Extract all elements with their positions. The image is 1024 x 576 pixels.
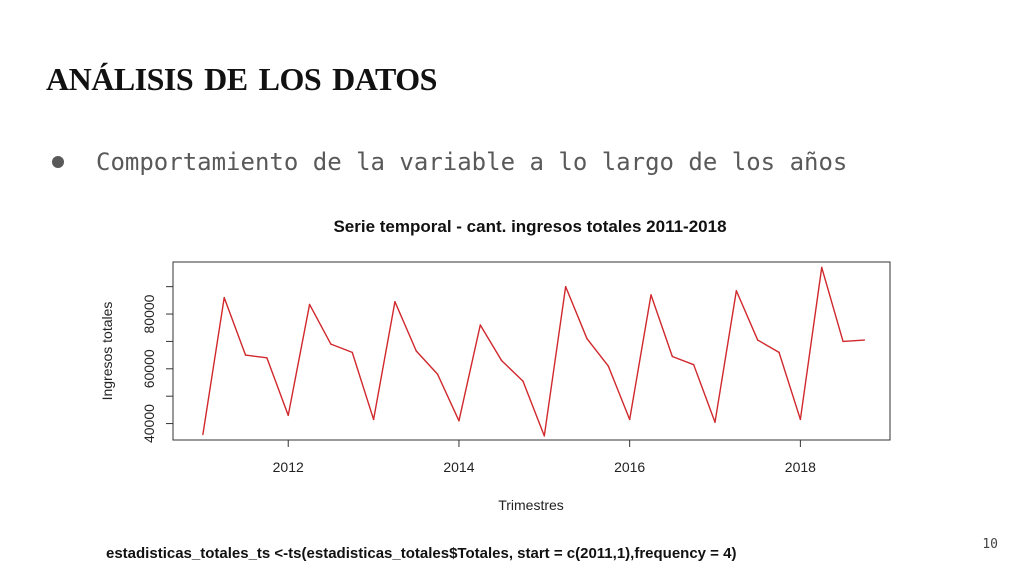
x-tick-label: 2012 (273, 459, 304, 475)
bullet-item: Comportamiento de la variable a lo largo… (52, 148, 847, 176)
series-segment (330, 343, 353, 354)
chart-title: Serie temporal - cant. ingresos totales … (333, 217, 726, 236)
x-tick-label: 2014 (443, 459, 474, 475)
series-layer (202, 266, 866, 437)
series-segment (244, 354, 268, 359)
series-segment (223, 296, 247, 356)
series-segment (500, 359, 524, 382)
y-tick-label: 60000 (141, 349, 157, 388)
x-axis-label: Trimestres (498, 497, 564, 513)
plot-frame (172, 261, 891, 441)
slide-title: análisis de los datos (46, 49, 437, 100)
series-segment (671, 355, 695, 366)
x-axis: 2012 2014 2016 2018 (273, 440, 816, 475)
series-segment (308, 303, 332, 345)
x-tick-label: 2018 (785, 459, 816, 475)
y-tick-label: 40000 (141, 404, 157, 443)
series-segment (458, 324, 481, 422)
series-segment (714, 290, 738, 423)
series-segment (756, 339, 780, 354)
series-segment (842, 339, 866, 343)
series-segment (202, 296, 225, 436)
series-segment (287, 303, 311, 417)
series-segment (351, 351, 375, 421)
series-segment (821, 266, 844, 343)
page-number: 10 (982, 537, 998, 552)
y-axis-label: Ingresos totales (99, 302, 115, 401)
x-tick-label: 2016 (614, 459, 645, 475)
bullet-dot-icon (52, 156, 64, 168)
series-segment (607, 365, 631, 421)
y-tick-label: 80000 (141, 294, 157, 333)
series-segment (564, 285, 588, 340)
bullet-text: Comportamiento de la variable a lo largo… (96, 148, 848, 176)
series-segment (543, 285, 567, 437)
series-segment (394, 301, 417, 352)
code-snippet: estadisticas_totales_ts <-ts(estadistica… (106, 545, 737, 562)
series-segment (650, 294, 674, 358)
series-segment (479, 324, 503, 362)
series-segment (778, 351, 802, 421)
y-axis: 40000 60000 80000 (141, 286, 173, 443)
series-segment (372, 301, 396, 421)
series-segment (436, 373, 460, 422)
series-segment (522, 380, 546, 437)
series-segment (628, 294, 652, 421)
series-segment (735, 290, 759, 341)
series-segment (799, 266, 823, 421)
series-segment (415, 350, 439, 375)
series-segment (586, 337, 610, 367)
series-segment (266, 357, 289, 417)
series-segment (692, 363, 716, 423)
